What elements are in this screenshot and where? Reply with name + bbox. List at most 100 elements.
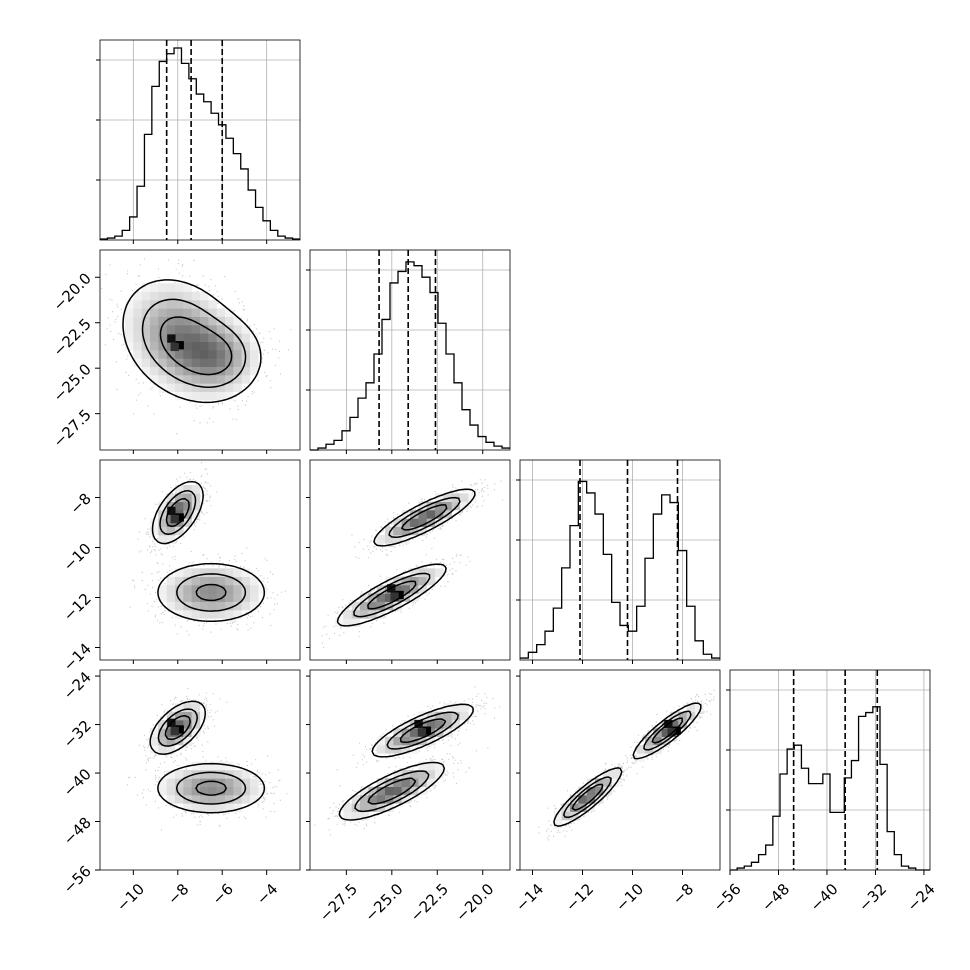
density-cell xyxy=(175,576,184,586)
tick-label-y-3-1: −48 xyxy=(60,814,95,849)
panel-frame xyxy=(309,249,511,451)
density-cell xyxy=(233,325,242,334)
density-cell xyxy=(225,366,234,376)
density-cell xyxy=(191,333,201,342)
density-cell xyxy=(166,535,176,544)
density-cell xyxy=(241,333,251,342)
density-cell xyxy=(183,350,192,359)
density-cell xyxy=(410,720,419,729)
density-cell xyxy=(200,366,209,376)
tick-label-y-1-0: −27.5 xyxy=(50,406,95,451)
density-cell xyxy=(208,568,217,577)
density-cell xyxy=(611,770,621,779)
density-cell xyxy=(233,366,242,376)
scatter-points xyxy=(129,462,286,636)
density-cell xyxy=(166,350,176,359)
density-cell xyxy=(150,375,159,384)
density-cell xyxy=(418,526,427,536)
density-cell xyxy=(191,308,201,317)
density-cell xyxy=(241,358,251,367)
density-cell xyxy=(191,485,201,494)
density-cell xyxy=(216,341,226,351)
density-cell xyxy=(141,366,151,376)
density-cell xyxy=(376,778,386,787)
density-cell xyxy=(241,341,251,351)
density-cell xyxy=(401,510,411,519)
panel-frame xyxy=(729,669,931,871)
density-cell xyxy=(175,593,184,602)
density-cell xyxy=(175,283,184,292)
density-peak-cell xyxy=(175,341,184,350)
density-cell xyxy=(418,568,427,577)
density-cell xyxy=(360,811,369,821)
density-cell xyxy=(158,291,167,301)
histogram-step xyxy=(730,706,930,871)
density-cell xyxy=(200,350,209,359)
density-cell xyxy=(225,375,234,384)
density-cell xyxy=(191,375,201,384)
density-cell xyxy=(376,786,386,796)
density-cell xyxy=(133,316,142,326)
panel-background xyxy=(310,250,510,450)
density-cell xyxy=(200,576,209,586)
density-cell xyxy=(443,493,452,502)
density-cell xyxy=(141,325,151,334)
density-cell xyxy=(175,316,184,326)
density-cell xyxy=(401,778,411,787)
density-cell xyxy=(166,786,176,796)
density-cell xyxy=(603,786,612,796)
density-cell xyxy=(183,803,192,812)
density-cell xyxy=(141,308,151,317)
density-cell xyxy=(385,745,394,754)
density-cell xyxy=(426,770,436,779)
tick-label-y-2-3: −8 xyxy=(66,490,94,518)
density-cell xyxy=(225,795,234,804)
density-cell xyxy=(435,568,444,577)
density-cell xyxy=(183,358,192,367)
tick-label-y-3-0: −56 xyxy=(60,862,95,897)
density-cell xyxy=(141,291,151,301)
density-cell xyxy=(208,341,217,351)
density-cell xyxy=(376,736,386,746)
density-cell xyxy=(225,601,234,611)
density-cell xyxy=(158,308,167,317)
density-cell xyxy=(250,350,259,359)
density-cell xyxy=(166,308,176,317)
density-cell xyxy=(166,770,176,779)
tick-label-y-1-3: −20.0 xyxy=(50,269,95,314)
tick-label-y-3-2: −40 xyxy=(60,765,95,800)
density-cell xyxy=(645,736,654,746)
density-cell xyxy=(191,610,201,619)
density-cell xyxy=(150,325,159,334)
density-cell xyxy=(200,341,209,351)
density-cell xyxy=(241,593,251,602)
density-cell xyxy=(233,601,242,611)
density-cell xyxy=(133,325,142,334)
density-cell xyxy=(343,811,352,821)
density-cell xyxy=(418,711,427,721)
tick-label-x-3-1: −48 xyxy=(758,880,793,915)
density-cell xyxy=(158,593,167,602)
density-cell xyxy=(200,795,209,804)
density-cell xyxy=(241,576,251,586)
density-cell xyxy=(360,786,369,796)
density-cell xyxy=(233,568,242,577)
density-cell xyxy=(150,745,159,754)
density-cell xyxy=(208,593,217,602)
density-cell xyxy=(250,585,259,594)
density-cell xyxy=(208,601,217,611)
tick-label-x-2-1: −12 xyxy=(562,880,597,915)
density-cell xyxy=(250,601,259,611)
density-cell xyxy=(351,610,361,619)
density-cell xyxy=(158,383,167,392)
density-cell xyxy=(191,341,201,351)
tick-label-x-0-0: −10 xyxy=(113,880,148,915)
density-cell xyxy=(351,803,361,812)
contour-line xyxy=(164,715,227,796)
scatter-panel-2-0 xyxy=(99,459,301,661)
density-cell xyxy=(166,601,176,611)
density-cell xyxy=(216,770,226,779)
density-peak-cell xyxy=(672,726,681,735)
density-cell xyxy=(418,576,427,586)
